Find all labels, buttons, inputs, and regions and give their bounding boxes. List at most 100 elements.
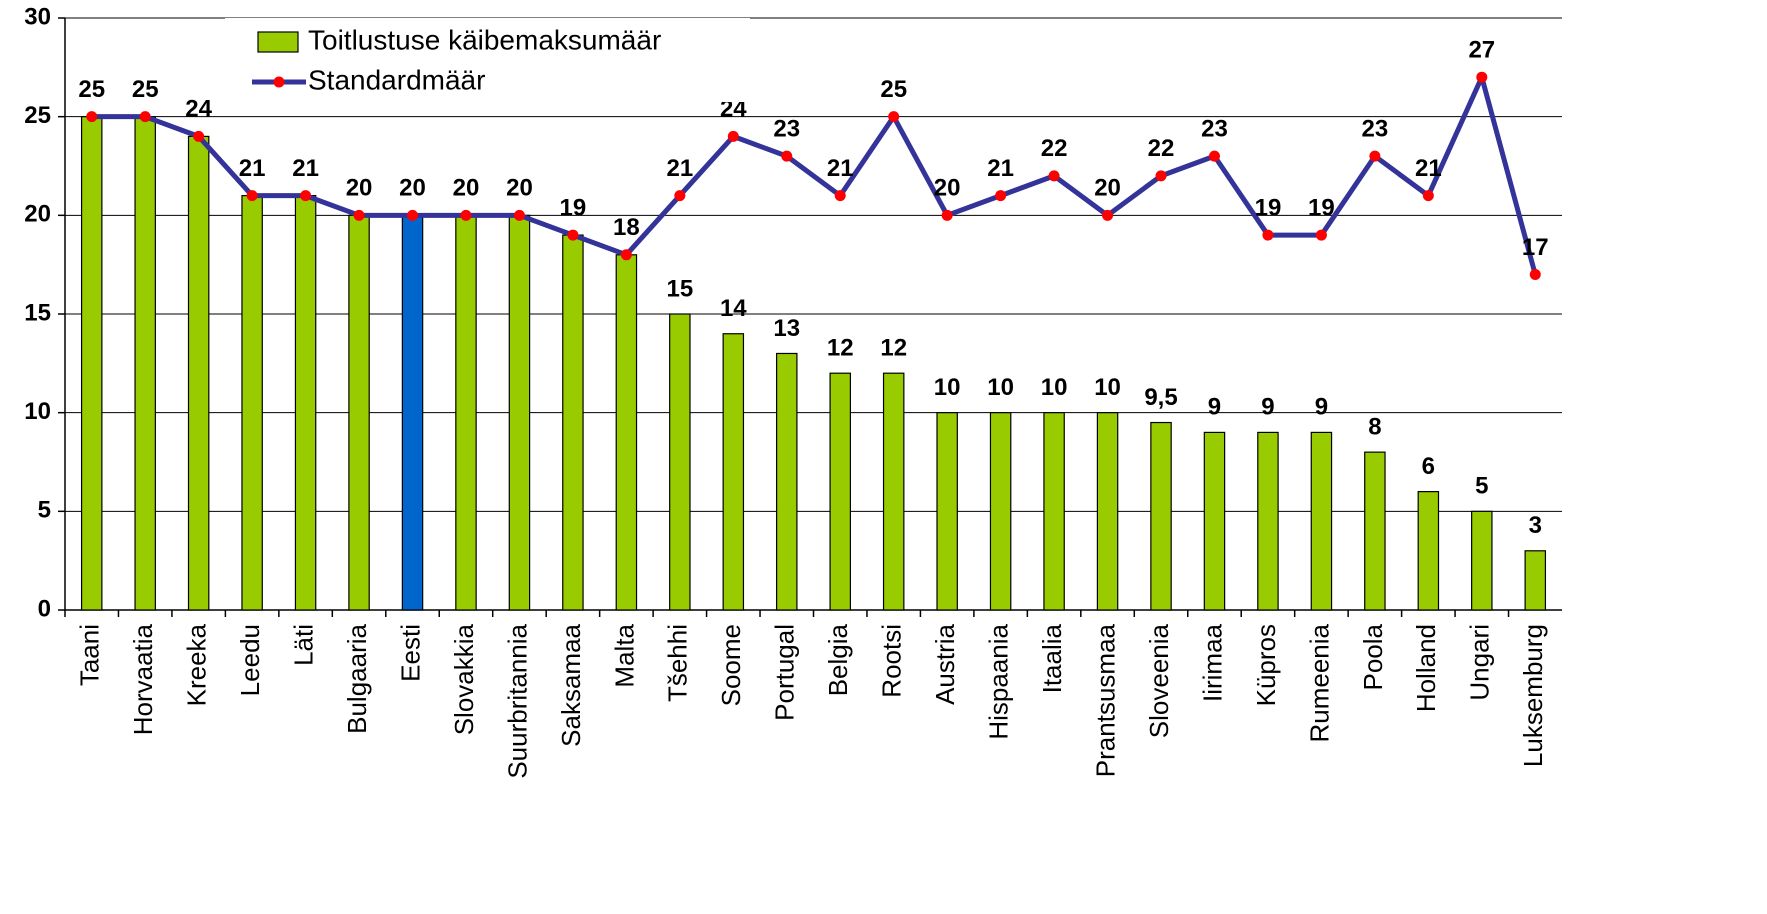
marker — [139, 111, 151, 123]
x-tick-label: Itaalia — [1037, 623, 1067, 693]
marker — [888, 111, 900, 123]
x-tick-label: Ungari — [1465, 624, 1495, 701]
data-label: 15 — [666, 275, 693, 302]
data-label: 6 — [1422, 453, 1435, 480]
bar — [615, 254, 638, 611]
data-label: 9 — [1208, 394, 1221, 421]
data-label: 12 — [827, 335, 854, 362]
bar — [562, 234, 584, 611]
bar — [669, 313, 691, 611]
x-tick-label: Leedu — [235, 624, 265, 696]
bar — [187, 135, 210, 611]
marker — [1422, 190, 1434, 202]
data-label: 22 — [1041, 135, 1068, 162]
data-label: 9 — [1315, 394, 1328, 421]
data-label: 5 — [1475, 473, 1488, 500]
data-label: 19 — [1255, 194, 1282, 221]
marker — [1529, 269, 1541, 281]
marker — [674, 190, 686, 202]
x-tick-label: Suurbritannia — [502, 623, 532, 778]
x-tick-label: Prantsusmaa — [1090, 623, 1120, 777]
y-tick-label: 5 — [38, 497, 51, 524]
x-tick-label: Tšehhi — [663, 624, 693, 702]
legend-box — [225, 18, 750, 102]
bar — [829, 372, 851, 611]
marker — [727, 130, 739, 142]
x-tick-label: Eesti — [395, 624, 425, 682]
marker — [995, 190, 1007, 202]
bar — [776, 352, 798, 611]
marker — [460, 209, 472, 221]
marker — [941, 209, 953, 221]
data-label: 23 — [773, 115, 800, 142]
bar — [1471, 510, 1493, 611]
bar — [1524, 550, 1547, 611]
data-label: 10 — [987, 374, 1014, 401]
marker — [1369, 150, 1381, 162]
x-tick-label: Malta — [609, 623, 639, 687]
data-label: 25 — [880, 76, 907, 103]
y-tick-label: 30 — [24, 3, 51, 30]
bar — [1043, 412, 1065, 611]
bar — [401, 214, 424, 611]
legend: Toitlustuse käibemaksumäär Standardmäär — [225, 18, 750, 102]
marker — [1208, 150, 1220, 162]
data-label: 20 — [399, 175, 426, 202]
marker — [620, 249, 632, 261]
y-tick-label: 25 — [24, 102, 51, 129]
bar — [1257, 431, 1279, 611]
data-label: 21 — [292, 155, 319, 182]
bar — [882, 372, 905, 611]
data-label: 20 — [934, 175, 961, 202]
data-label: 10 — [934, 374, 961, 401]
data-label: 23 — [1362, 115, 1389, 142]
legend-label: Toitlustuse käibemaksumäär — [308, 24, 661, 55]
bar — [722, 333, 745, 611]
marker — [513, 209, 525, 221]
x-tick-label: Poola — [1358, 623, 1388, 690]
data-label: 9 — [1261, 394, 1274, 421]
bar — [1096, 412, 1119, 611]
bar — [348, 214, 370, 611]
data-label: 14 — [720, 295, 747, 322]
data-label: 9,5 — [1144, 384, 1177, 411]
data-label: 22 — [1148, 135, 1175, 162]
data-label: 24 — [185, 96, 212, 123]
x-tick-label: Taani — [75, 624, 105, 686]
bar — [1203, 431, 1226, 611]
marker — [567, 229, 579, 241]
legend-swatch — [257, 31, 299, 53]
data-label: 25 — [78, 76, 105, 103]
data-label: 10 — [1041, 374, 1068, 401]
bar — [455, 214, 477, 611]
x-tick-label: Bulgaaria — [342, 623, 372, 733]
x-tick-label: Horvaatia — [128, 623, 158, 735]
marker — [1155, 170, 1167, 182]
marker — [246, 190, 258, 202]
legend-label: Standardmäär — [308, 64, 485, 95]
data-label: 20 — [506, 175, 533, 202]
bar — [989, 412, 1012, 611]
bar — [1364, 451, 1386, 611]
data-label: 21 — [239, 155, 266, 182]
marker — [1315, 229, 1327, 241]
bar — [508, 214, 531, 611]
data-label: 18 — [613, 214, 640, 241]
data-label: 19 — [560, 194, 587, 221]
marker — [407, 209, 419, 221]
data-label: 19 — [1308, 194, 1335, 221]
data-label: 12 — [880, 335, 907, 362]
bar — [294, 195, 317, 611]
x-tick-label: Holland — [1411, 624, 1441, 712]
data-label: 21 — [987, 155, 1014, 182]
data-label: 20 — [453, 175, 480, 202]
data-label: 3 — [1529, 512, 1542, 539]
x-tick-label: Portugal — [770, 624, 800, 721]
data-label: 21 — [666, 155, 693, 182]
y-tick-label: 0 — [38, 595, 51, 622]
marker — [1262, 229, 1274, 241]
bar — [1150, 421, 1172, 611]
x-tick-label: Belgia — [823, 623, 853, 696]
marker — [834, 190, 846, 202]
